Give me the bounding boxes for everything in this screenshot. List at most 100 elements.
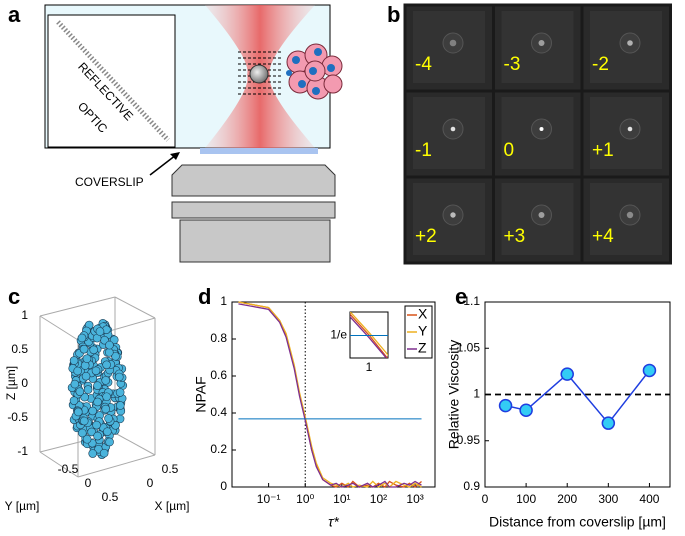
viscosity-chart: 0.9 0.95 1 1.05 1.1 0 100 200 300 400 Relative Vis… <box>446 294 671 530</box>
data-point <box>601 416 616 430</box>
x-axis-label: Distance from coverslip [µm] <box>489 514 666 530</box>
point <box>105 340 114 350</box>
point <box>88 406 97 416</box>
y-tick-label: 1.05 <box>457 340 481 354</box>
image-label: -2 <box>592 54 609 75</box>
spot-halo <box>619 204 641 226</box>
coverslip-label: COVERSLIP <box>75 175 144 189</box>
box-edge <box>39 296 116 317</box>
point <box>114 372 124 382</box>
data-point <box>560 367 574 381</box>
data-point <box>519 403 533 417</box>
spot <box>627 126 633 132</box>
y-tick-label: 0.6 <box>210 368 227 382</box>
inset-tick-label: 1/e <box>330 328 347 342</box>
z-tick-label: 0.5 <box>11 342 28 356</box>
point <box>89 345 99 355</box>
point <box>116 401 125 410</box>
point <box>102 360 111 370</box>
z-tick-label: -0.5 <box>7 410 28 424</box>
point <box>69 396 79 405</box>
spot <box>449 39 457 47</box>
panel-label: c <box>8 284 20 309</box>
point <box>82 354 92 364</box>
inset-plot <box>350 312 388 358</box>
point <box>73 407 83 417</box>
box-edge <box>39 315 79 341</box>
plot-frame <box>231 301 436 488</box>
image-label: +3 <box>504 226 526 247</box>
point <box>87 427 96 437</box>
spot <box>538 40 545 46</box>
point <box>103 427 112 436</box>
inset-tick-label: 1 <box>366 360 373 374</box>
x-tick-label: 300 <box>598 492 618 506</box>
point <box>93 381 102 390</box>
panel-label: d <box>198 284 211 309</box>
image-label: 0 <box>504 140 515 161</box>
reflective-optic <box>56 20 170 142</box>
point <box>73 366 82 376</box>
point <box>104 348 114 357</box>
bead <box>249 64 269 84</box>
point <box>79 416 89 426</box>
y-axis-label: Relative Viscosity <box>446 340 462 449</box>
spot <box>450 126 456 132</box>
x-tick-label: 0 <box>147 476 154 490</box>
x-axis-label: X [µm] <box>155 499 190 513</box>
data-point <box>642 363 657 378</box>
x-tick-label: 10⁻¹ <box>257 492 281 506</box>
x-tick-label: 10⁰ <box>296 492 314 506</box>
image-label: +1 <box>592 140 614 161</box>
y-tick-label: 0.5 <box>102 490 119 504</box>
point <box>77 333 87 343</box>
point <box>105 437 114 447</box>
x-tick-label: 0.5 <box>162 462 179 476</box>
y-tick-label: 1.1 <box>463 294 480 308</box>
series-line <box>238 303 422 488</box>
y-tick-label: 0.95 <box>457 433 481 447</box>
point <box>104 414 113 423</box>
image-label: -3 <box>504 54 521 75</box>
point <box>99 448 109 458</box>
point <box>115 388 125 397</box>
point <box>101 376 111 385</box>
box-edge <box>114 432 156 456</box>
image-label: +4 <box>592 226 614 247</box>
x-tick-label: 100 <box>516 492 536 506</box>
point <box>70 379 80 389</box>
box-edge <box>114 296 156 319</box>
y-tick-label: 1 <box>473 387 480 401</box>
point <box>88 449 98 458</box>
x-tick-label: 400 <box>639 492 659 506</box>
x-tick-label: 200 <box>557 492 577 506</box>
y-axis-label: NPAF <box>193 376 209 412</box>
arrowhead <box>170 152 180 160</box>
panel-label: e <box>455 284 467 309</box>
z-tick-label: -1 <box>17 444 28 458</box>
x-tick-label: 10² <box>370 492 387 506</box>
spot <box>538 212 545 218</box>
legend-label: X <box>418 306 428 322</box>
point <box>79 344 89 354</box>
point <box>93 397 102 407</box>
spot <box>539 127 544 131</box>
y-tick-label: -0.5 <box>58 462 79 476</box>
z-tick-label: 1 <box>21 308 28 322</box>
panel-label: a <box>8 2 21 27</box>
scatter-3d: 1 0.5 0 -0.5 -1 -0.5 0 0.5 0 0.5 Z [µm] Y [µm] X [µm… <box>4 296 190 513</box>
box-edge <box>39 451 79 478</box>
image-label: -1 <box>415 140 432 161</box>
spot <box>627 40 633 46</box>
y-tick-label: 0.8 <box>210 331 227 345</box>
y-tick-label: 0.2 <box>210 442 227 456</box>
objective-mid <box>171 201 336 219</box>
x-axis-label: τ* <box>328 514 339 530</box>
point <box>69 356 79 365</box>
z-axis-label: Z [µm] <box>4 366 18 400</box>
point <box>101 404 111 414</box>
y-tick-label: 1 <box>220 294 227 308</box>
point <box>78 428 87 438</box>
legend-label: Y <box>418 323 428 339</box>
